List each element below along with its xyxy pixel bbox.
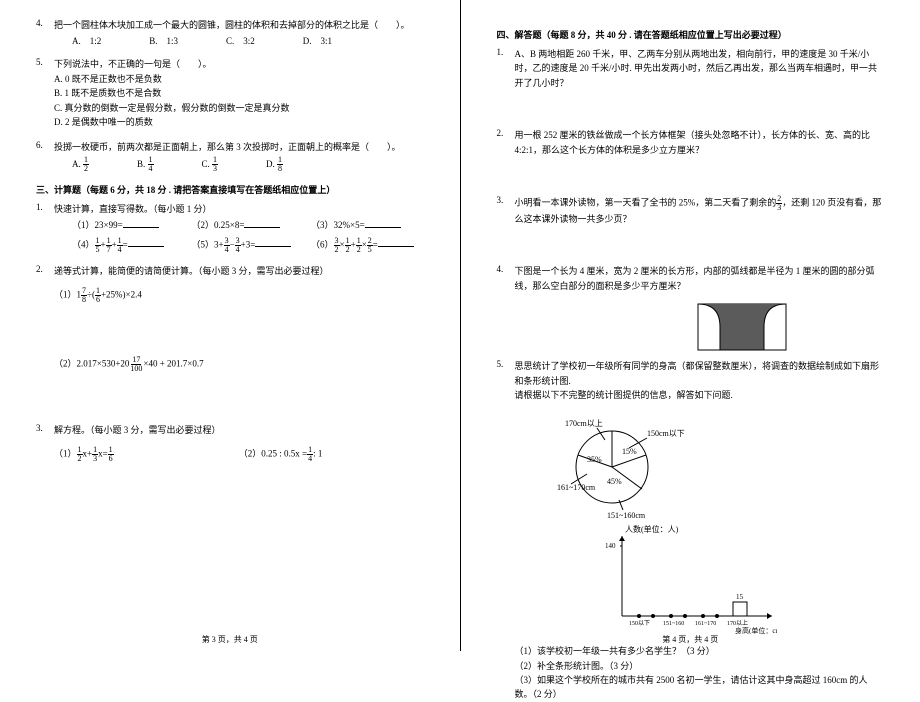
svg-text:140: 140 <box>605 542 616 550</box>
svg-text:170以上: 170以上 <box>727 619 748 627</box>
c2-p1: （1）178÷(16+25%)×2.4 <box>54 287 424 304</box>
q6-opt-b: B. 14 <box>137 156 154 173</box>
q6-num: 6. <box>36 140 54 173</box>
c2-text: 递等式计算，能简便的请简便计算。（每小题 3 分，需写出必要过程） <box>54 264 424 277</box>
r-q3-text: 小明看一本课外读物，第一天看了全书的 25%，第二天看了剩余的23，还剩 120… <box>515 195 885 226</box>
svg-text:15%: 15% <box>622 447 637 456</box>
c1-r1b: （2）0.25×8= <box>192 218 304 231</box>
c3-p2: （2）0.25 : 0.5x =14: 1 <box>239 446 323 463</box>
c2-p2: （2）2.017×530+2017100×40 + 201.7×0.7 <box>54 356 424 373</box>
svg-text:161~170: 161~170 <box>695 621 716 627</box>
svg-text:151~160cm: 151~160cm <box>607 511 646 520</box>
left-footer: 第 3 页，共 4 页 <box>0 634 460 645</box>
section-3-title: 三、计算题（每题 6 分，共 18 分 . 请把答案直接填写在答题纸相应位置上） <box>36 183 424 196</box>
c3-text: 解方程。（每小题 3 分，需写出必要过程） <box>54 423 424 436</box>
q5-num: 5. <box>36 57 54 130</box>
q4-num: 4. <box>36 18 54 47</box>
c1-r1c: （3）32%×5= <box>311 218 423 231</box>
r-q5-text2: 请根据以下不完整的统计图提供的信息，解答如下问题. <box>515 390 733 400</box>
q4-opt-d: D. 3:1 <box>303 34 332 47</box>
svg-text:35%: 35% <box>587 455 602 464</box>
c1-text: 快速计算，直接写得数。（每小题 1 分） <box>54 204 212 214</box>
c1-r1a: （1）23×99= <box>72 218 184 231</box>
q5-opt-b: B. 1 既不是质数也不是合数 <box>54 86 424 100</box>
r-q3-num: 3. <box>497 195 515 226</box>
svg-text:151~160: 151~160 <box>663 621 684 627</box>
q6-opt-c: C. 13 <box>202 156 219 173</box>
q5-opt-d: D. 2 是偶数中唯一的质数 <box>54 115 424 129</box>
q6-text: 投掷一枚硬币，前两次都是正面朝上，那么第 3 次投掷时，正面朝上的概率是（ ）。 <box>54 142 401 152</box>
q5-s2: （2）补全条形统计图。（3 分） <box>515 659 885 673</box>
c3-num: 3. <box>36 423 54 436</box>
q4-opt-b: B. 1:3 <box>149 34 178 47</box>
r-q1-text: A、B 两地相距 260 千米，甲、乙两车分别从两地出发，相向前行，甲的速度是 … <box>515 47 885 90</box>
c2-num: 2. <box>36 264 54 277</box>
q6-opt-d: D. 18 <box>266 156 283 173</box>
c1-r2a: （4）15+17+14= <box>72 237 184 254</box>
svg-text:45%: 45% <box>607 477 622 486</box>
q4-text: 把一个圆柱体木块加工成一个最大的圆锥，圆柱的体积和去掉部分的体积之比是（ ）。 <box>54 20 410 30</box>
r-q4-num: 4. <box>497 264 515 293</box>
svg-text:15: 15 <box>736 593 744 601</box>
q5-opt-c: C. 真分数的倒数一定是假分数，假分数的倒数一定是真分数 <box>54 101 424 115</box>
q4-opt-a: A. 1:2 <box>72 34 101 47</box>
c1-r2c: （6）32×12+12×25= <box>311 237 423 254</box>
q5-text: 下列说法中，不正确的一句是（ ）。 <box>54 59 212 69</box>
q6-opt-a: A. 12 <box>72 156 89 173</box>
r-q5-num: 5. <box>497 359 515 402</box>
svg-text:150以下: 150以下 <box>629 620 650 627</box>
c1-r2b: （5）3+34−34+3= <box>192 237 304 254</box>
r-q4-text: 下图是一个长为 4 厘米，宽为 2 厘米的长方形，内部的弧线都是半径为 1 厘米… <box>515 264 885 293</box>
q5-s3: （3）如果这个学校所在的城市共有 2500 名初一学生，请估计这其中身高超过 1… <box>515 673 885 702</box>
c1-num: 1. <box>36 202 54 254</box>
r-q1-num: 1. <box>497 47 515 90</box>
q4-shape <box>697 303 885 353</box>
r-q2-num: 2. <box>497 128 515 157</box>
q4-opt-c: C. 3:2 <box>226 34 255 47</box>
section-4-title: 四、解答题（每题 8 分，共 40 分 . 请在答题纸相应位置上写出必要过程） <box>497 28 885 41</box>
svg-text:170cm以上: 170cm以上 <box>565 419 603 428</box>
c3-p1: （1）12x+13x=16 <box>54 446 239 463</box>
svg-text:150cm以下: 150cm以下 <box>647 429 685 438</box>
q5-opt-a: A. 0 既不是正数也不是负数 <box>54 72 424 86</box>
r-q5-text: 思思统计了学校初一年级所有同学的身高（都保留整数厘米），将调查的数据绘制成如下扇… <box>515 361 880 385</box>
right-footer: 第 4 页，共 4 页 <box>461 634 920 645</box>
q5-s1: （1）该学校初一年级一共有多少名学生？（3 分） <box>515 644 885 658</box>
r-q2-text: 用一根 252 厘米的铁丝做成一个长方体框架（接头处忽略不计），长方体的长、宽、… <box>515 128 885 157</box>
charts: 170cm以上 150cm以下 15% 35% 45% 161~170cm 15… <box>557 412 885 636</box>
svg-text:161~170cm: 161~170cm <box>557 483 596 492</box>
svg-text:人数(单位：人): 人数(单位：人) <box>625 524 679 534</box>
